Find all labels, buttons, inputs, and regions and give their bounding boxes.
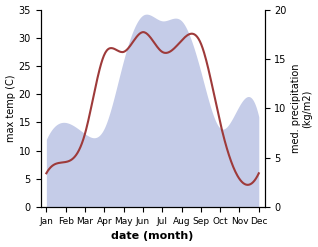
X-axis label: date (month): date (month) xyxy=(111,231,194,242)
Y-axis label: med. precipitation
(kg/m2): med. precipitation (kg/m2) xyxy=(291,64,313,153)
Y-axis label: max temp (C): max temp (C) xyxy=(5,75,16,142)
